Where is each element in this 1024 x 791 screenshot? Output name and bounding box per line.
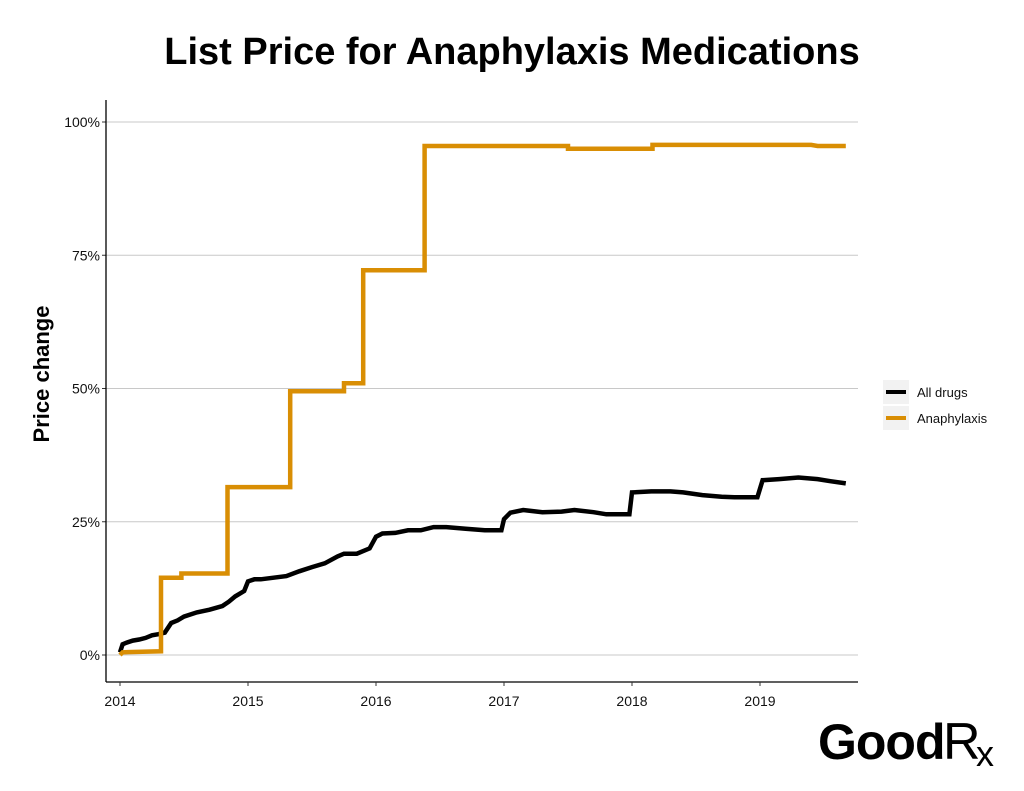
x-tick-label-4: 2018 [616, 693, 647, 709]
y-tick-label-3: 75% [72, 247, 100, 263]
axes [102, 100, 858, 686]
y-tick-label-1: 25% [72, 514, 100, 530]
goodrx-logo: Good R x [818, 713, 994, 774]
x-tick-label-5: 2019 [744, 693, 775, 709]
x-tick-label-2: 2016 [360, 693, 391, 709]
legend-label-all-drugs: All drugs [917, 385, 968, 400]
gridlines [106, 121, 858, 656]
chart-title: List Price for Anaphylaxis Medications [164, 31, 859, 73]
legend: All drugs Anaphylaxis [883, 380, 988, 430]
logo-good-text: Good [818, 714, 945, 770]
y-axis-label: Price change [29, 306, 54, 443]
logo-r-text: R [943, 713, 981, 771]
x-tick-label-3: 2017 [488, 693, 519, 709]
series-line-all-drugs [117, 475, 847, 653]
logo-x-text: x [976, 733, 994, 774]
series-line-anaphylaxis [118, 142, 846, 657]
y-tick-label-4: 100% [64, 114, 100, 130]
tick-labels: 0% 25% 50% 75% 100% 2014 2015 2016 2017 2018 2019 [64, 114, 776, 709]
x-tick-label-1: 2015 [232, 693, 263, 709]
legend-label-anaphylaxis: Anaphylaxis [917, 411, 988, 426]
x-tick-label-0: 2014 [104, 693, 135, 709]
y-tick-label-0: 0% [80, 647, 100, 663]
series-lines [117, 142, 847, 657]
y-tick-label-2: 50% [72, 381, 100, 397]
